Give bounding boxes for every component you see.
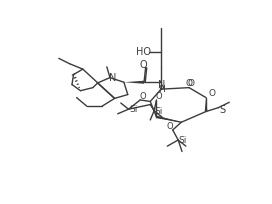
Text: O: O xyxy=(156,92,162,101)
Text: O: O xyxy=(187,79,194,88)
Text: O: O xyxy=(186,79,193,88)
Text: O: O xyxy=(209,89,216,98)
Polygon shape xyxy=(124,81,144,84)
Text: N: N xyxy=(109,73,116,83)
Text: H: H xyxy=(159,85,165,94)
Polygon shape xyxy=(156,115,181,122)
Text: S: S xyxy=(219,105,225,115)
Text: O: O xyxy=(140,60,147,70)
Text: O: O xyxy=(139,92,146,101)
Polygon shape xyxy=(205,98,208,112)
Text: Si: Si xyxy=(129,105,137,114)
Text: N: N xyxy=(158,80,166,90)
Text: O: O xyxy=(166,122,173,131)
Text: Si: Si xyxy=(154,107,163,116)
Text: HO: HO xyxy=(136,47,151,57)
Text: Si: Si xyxy=(179,136,187,145)
